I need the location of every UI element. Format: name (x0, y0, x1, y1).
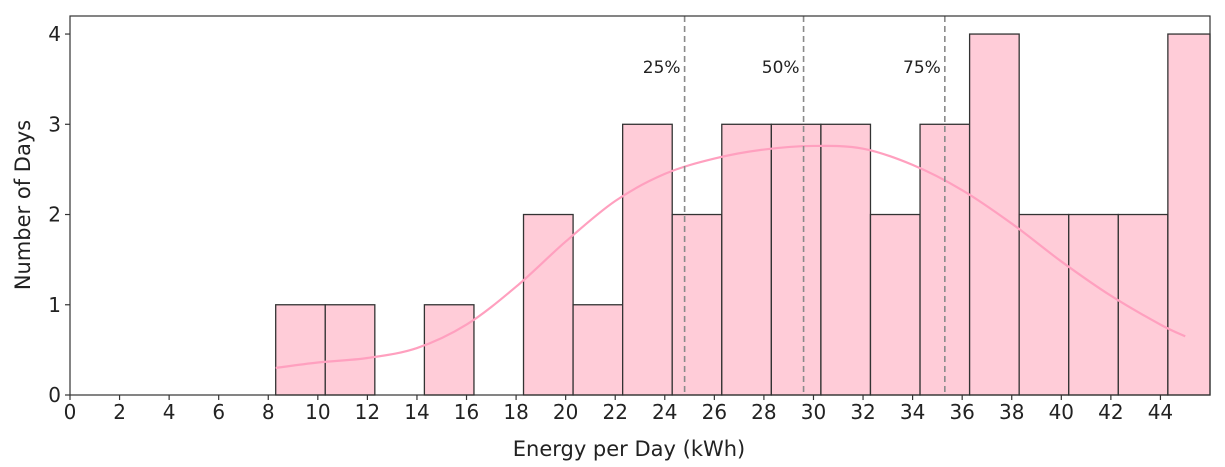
x-tick-label-19: 38 (999, 400, 1024, 424)
histogram-bar-13 (1018, 213, 1070, 396)
plot-frame (69, 15, 1211, 396)
x-tick-label-3: 6 (212, 400, 225, 424)
histogram-bar-4 (572, 304, 624, 396)
x-tick-label-16: 32 (850, 400, 875, 424)
percentile-label-0: 25% (643, 58, 681, 78)
percentile-label-1: 50% (762, 58, 800, 78)
kde-layer (275, 144, 1186, 370)
y-tick-label-0: 0 (48, 383, 61, 407)
histogram-bar-2 (423, 304, 475, 396)
histogram-bar-16 (1167, 33, 1211, 396)
x-tick-label-5: 10 (305, 400, 330, 424)
x-tick-label-10: 20 (553, 400, 578, 424)
x-tick-label-1: 2 (113, 400, 126, 424)
histogram-bar-8 (770, 123, 822, 396)
histogram-bar-0 (275, 304, 326, 396)
histogram-bar-9 (820, 123, 872, 396)
x-tick-label-2: 4 (163, 400, 176, 424)
plot-border (69, 15, 1211, 396)
y-tick-label-1: 1 (48, 293, 61, 317)
x-tick-label-11: 22 (602, 400, 627, 424)
x-tick-label-17: 34 (900, 400, 925, 424)
histogram-bar-6 (671, 213, 723, 396)
percentile-label-2: 75% (903, 58, 941, 78)
x-tick-label-8: 16 (454, 400, 479, 424)
kde-curve (275, 144, 1186, 370)
x-tick-label-7: 14 (404, 400, 429, 424)
y-tick-label-2: 2 (48, 203, 61, 227)
x-tick-label-12: 24 (652, 400, 677, 424)
x-axis-ticks: 0 2 4 6 8 10 12 14 16 18 20 22 24 26 28 30 32 34 36 38 40 42 4… (64, 395, 1173, 424)
x-tick-label-21: 42 (1098, 400, 1123, 424)
x-tick-label-18: 36 (949, 400, 974, 424)
histogram-bar-10 (869, 213, 921, 396)
histogram-bar-1 (324, 304, 376, 396)
histogram-bar-12 (968, 33, 1020, 396)
x-tick-label-6: 12 (355, 400, 380, 424)
x-tick-label-13: 26 (702, 400, 727, 424)
histogram-bar-3 (522, 213, 574, 396)
percentile-layer: 25% 50% 75% (643, 16, 946, 395)
x-tick-label-15: 30 (801, 400, 826, 424)
x-tick-label-14: 28 (751, 400, 776, 424)
x-tick-label-22: 44 (1148, 400, 1173, 424)
histogram-bar-5 (622, 123, 673, 396)
y-axis-title: Number of Days (11, 120, 35, 290)
histogram-bar-7 (721, 123, 772, 396)
x-axis-title: Energy per Day (kWh) (513, 437, 746, 461)
x-tick-label-0: 0 (64, 400, 77, 424)
x-tick-label-4: 8 (262, 400, 275, 424)
y-tick-label-4: 4 (48, 22, 61, 46)
x-tick-label-20: 40 (1049, 400, 1074, 424)
y-axis-ticks: 0 1 2 3 4 (48, 22, 70, 407)
y-tick-label-3: 3 (48, 112, 61, 136)
bars-layer (275, 33, 1211, 396)
histogram-bar-14 (1068, 213, 1119, 396)
x-tick-label-9: 18 (503, 400, 528, 424)
